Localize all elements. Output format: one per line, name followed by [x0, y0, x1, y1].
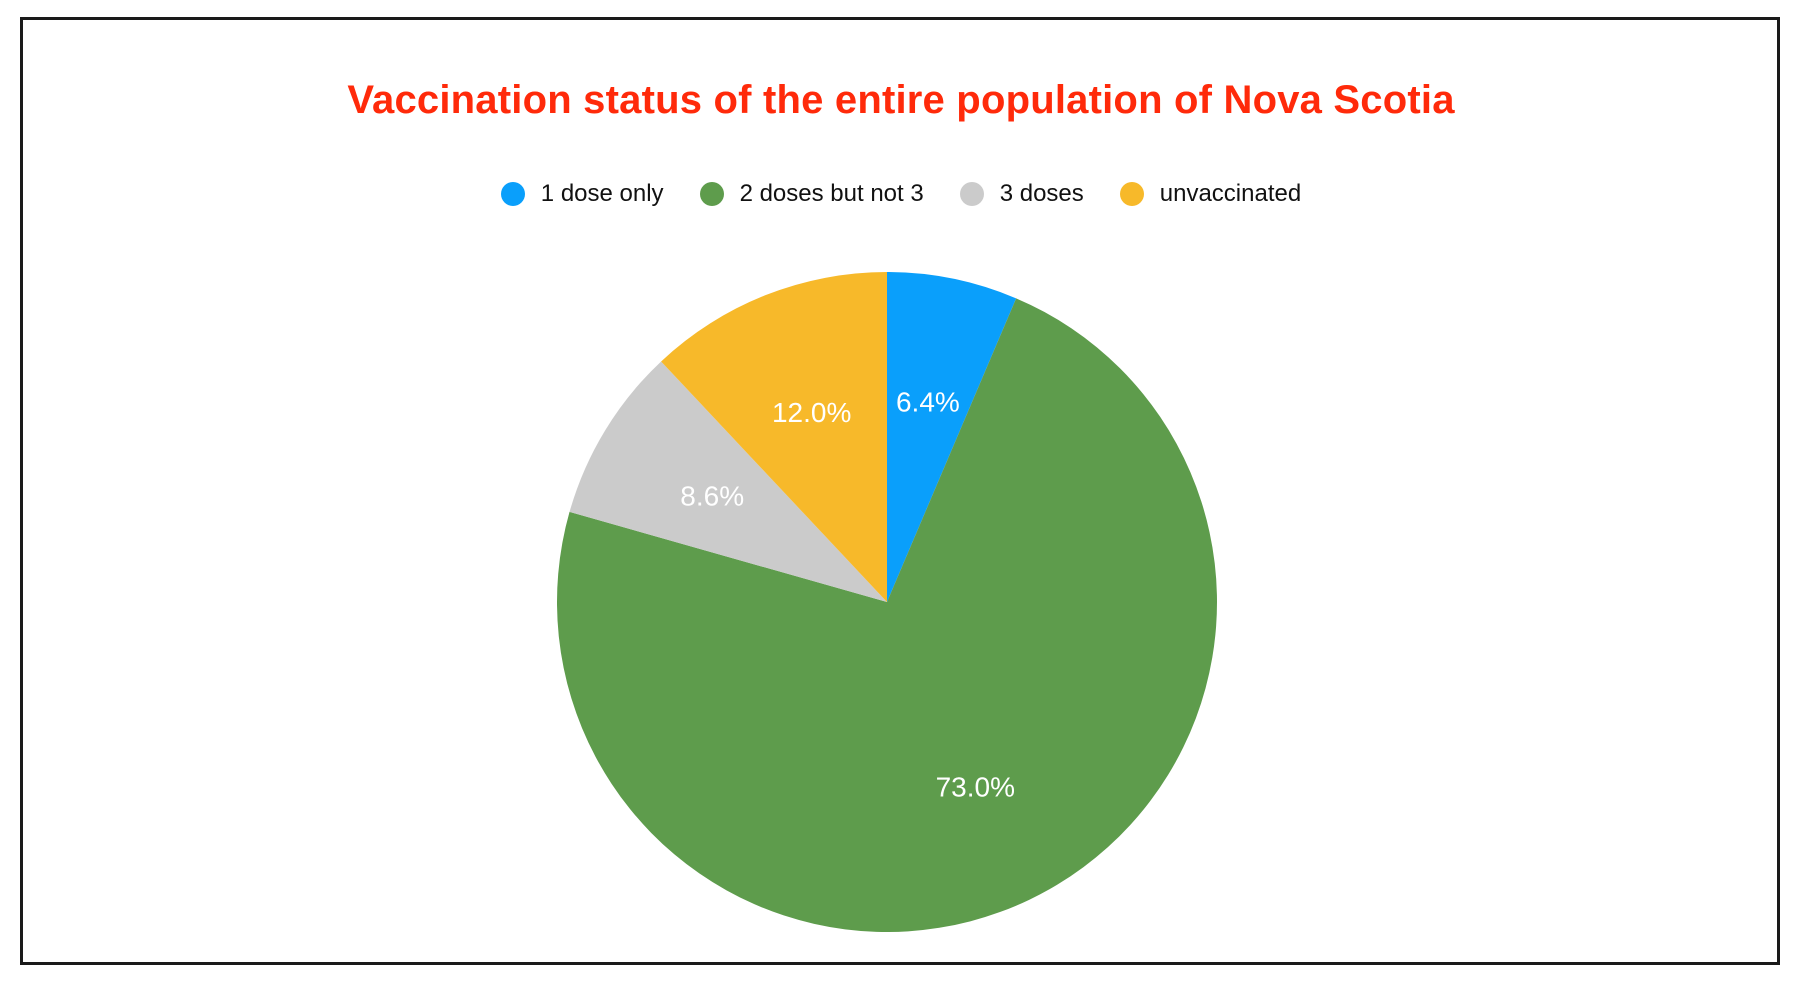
slice-label-1-dose-only: 6.4%	[896, 387, 960, 418]
legend-label-1-dose-only: 1 dose only	[540, 180, 664, 207]
slice-label-unvaccinated: 12.0%	[772, 397, 851, 428]
pie-slice-unvaccinated[interactable]	[661, 272, 887, 602]
pie-slices	[557, 272, 1218, 932]
slice-label-3-doses: 8.6%	[680, 481, 744, 512]
legend-label-unvaccinated: unvaccinated	[1159, 180, 1302, 207]
legend-item-unvaccinated[interactable]: unvaccinated	[1119, 180, 1302, 208]
legend-swatch-1-dose-only	[500, 182, 525, 206]
legend-label-2-doses-but-not-3: 2 doses but not 3	[739, 180, 924, 207]
chart-legend: 1 dose only 2 doses but not 3 3 doses un…	[0, 180, 1802, 208]
chart-title: Vaccination status of the entire populat…	[347, 78, 1455, 122]
pie-slice-2-doses-but-not-3[interactable]	[557, 298, 1218, 932]
slice-label-2-doses-but-not-3: 73.0%	[936, 772, 1015, 803]
pie-labels: 6.4% 73.0% 8.6% 12.0%	[680, 387, 1015, 803]
legend-label-3-doses: 3 doses	[999, 180, 1084, 207]
legend-item-1-dose-only[interactable]: 1 dose only	[500, 180, 664, 208]
legend-swatch-3-doses	[959, 182, 984, 206]
legend-swatch-2-doses-but-not-3	[699, 182, 724, 206]
legend-swatch-unvaccinated	[1119, 182, 1144, 206]
pie-slice-3-doses[interactable]	[569, 361, 887, 602]
legend-item-3-doses[interactable]: 3 doses	[959, 180, 1084, 208]
legend-item-2-doses-but-not-3[interactable]: 2 doses but not 3	[699, 180, 924, 208]
pie-slice-1-dose-only[interactable]	[887, 272, 1017, 602]
